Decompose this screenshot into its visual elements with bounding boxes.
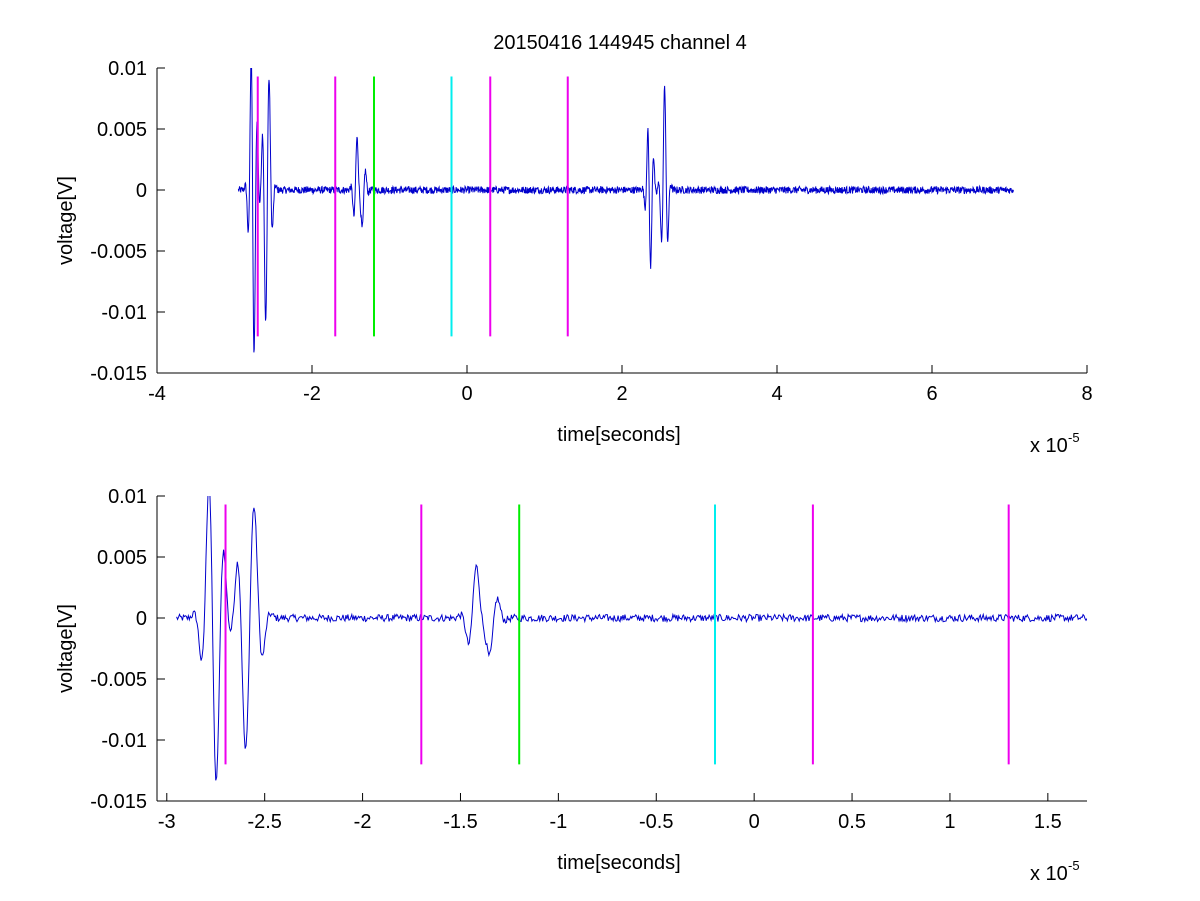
signal-trace	[237, 68, 1014, 353]
top-panel: -4 -2 0 2 4 6 8 0.01 0.005 0 -0.005 -0.01 -0.015 time…	[55, 58, 1093, 457]
y-tick-label: -0.01	[101, 730, 147, 752]
chart-title: 20150416 144945 channel 4	[493, 32, 747, 54]
y-tick-label: -0.015	[90, 791, 147, 813]
y-tick-label: -0.005	[90, 241, 147, 263]
x-tick-label: 0	[461, 383, 472, 405]
x-tick-label: 1.5	[1034, 811, 1062, 833]
x-tick-label: 4	[771, 383, 782, 405]
x-tick-label: -1.5	[443, 811, 477, 833]
x-tick-label: -2	[354, 811, 372, 833]
x-exponent-label: x 10	[1030, 863, 1068, 885]
x-tick-label: 0.5	[838, 811, 866, 833]
x-axis-label: time[seconds]	[557, 424, 680, 446]
y-tick-label: 0.005	[97, 119, 147, 141]
y-tick-label: 0.01	[108, 58, 147, 80]
x-tick-label: 1	[944, 811, 955, 833]
x-tick-label: 2	[616, 383, 627, 405]
y-tick-label: -0.005	[90, 669, 147, 691]
x-exponent-label: x 10	[1030, 435, 1068, 457]
x-tick-label: -2	[303, 383, 321, 405]
x-exponent-power: -5	[1068, 858, 1080, 873]
y-tick-label: 0	[136, 180, 147, 202]
y-tick-label: 0	[136, 608, 147, 630]
y-tick-label: 0.005	[97, 547, 147, 569]
signal-trace	[176, 496, 1087, 781]
x-tick-label: -4	[148, 383, 166, 405]
x-tick-label: 6	[926, 383, 937, 405]
x-tick-label: 0	[749, 811, 760, 833]
y-tick-label: -0.01	[101, 302, 147, 324]
x-tick-label: -1	[549, 811, 567, 833]
x-tick-label: -2.5	[247, 811, 281, 833]
bottom-panel: -3 -2.5 -2 -1.5 -1 -0.5 0 0.5 1 1.5 0.01 0.005 0 -0.0…	[55, 486, 1087, 885]
y-tick-label: 0.01	[108, 486, 147, 508]
x-tick-label: 8	[1081, 383, 1092, 405]
y-tick-label: -0.015	[90, 363, 147, 385]
x-exponent-power: -5	[1068, 430, 1080, 445]
x-tick-label: -0.5	[639, 811, 673, 833]
x-axis-label: time[seconds]	[557, 852, 680, 874]
y-axis-label: voltage[V]	[55, 604, 77, 693]
y-axis-label: voltage[V]	[55, 176, 77, 265]
x-tick-label: -3	[158, 811, 176, 833]
